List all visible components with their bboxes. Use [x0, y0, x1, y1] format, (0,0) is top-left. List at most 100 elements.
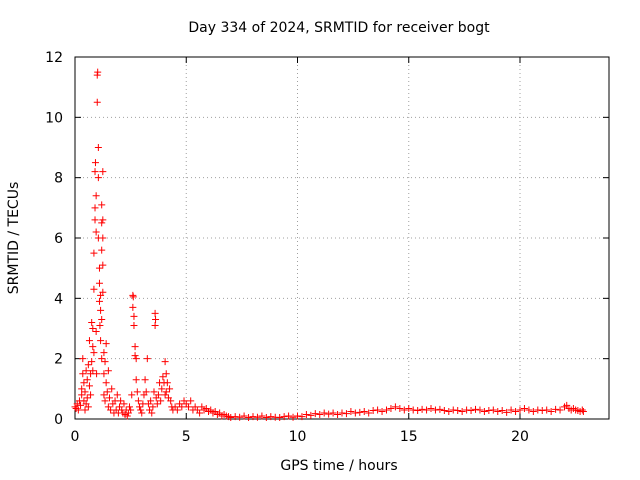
data-point-marker: [262, 413, 270, 421]
data-point-marker: [351, 409, 359, 417]
data-point-marker: [338, 409, 346, 417]
data-point-marker: [102, 340, 110, 348]
data-point-marker: [123, 412, 131, 420]
data-point-marker: [391, 403, 399, 411]
data-point-marker: [162, 388, 170, 396]
data-point-marker: [166, 385, 174, 393]
data-point-marker: [414, 407, 422, 415]
data-point-marker: [236, 413, 244, 421]
data-point-marker: [74, 406, 82, 414]
data-point-marker: [147, 397, 155, 405]
data-point-marker: [178, 403, 186, 411]
data-point-marker: [95, 264, 103, 272]
data-point-marker: [100, 391, 108, 399]
data-point-marker: [480, 407, 488, 415]
data-point-marker: [134, 397, 142, 405]
data-point-marker: [445, 407, 453, 415]
data-point-marker: [162, 370, 170, 378]
data-point-marker: [289, 413, 297, 421]
data-point-marker: [101, 397, 109, 405]
data-point-marker: [138, 409, 146, 417]
data-point-marker: [85, 337, 93, 345]
data-point-marker: [100, 349, 108, 357]
data-points: [71, 68, 587, 421]
data-point-marker: [184, 403, 192, 411]
data-point-marker: [94, 174, 102, 182]
data-point-marker: [161, 391, 169, 399]
data-point-marker: [387, 404, 395, 412]
data-point-marker: [157, 397, 165, 405]
data-point-marker: [87, 391, 95, 399]
data-point-marker: [137, 406, 145, 414]
data-point-marker: [463, 406, 471, 414]
data-point-marker: [128, 391, 136, 399]
data-point-marker: [98, 315, 106, 323]
x-axis-label: GPS time / hours: [280, 458, 397, 474]
data-point-marker: [400, 406, 408, 414]
data-point-marker: [249, 413, 257, 421]
data-point-marker: [316, 410, 324, 418]
y-tick-label: 6: [54, 231, 63, 247]
data-point-marker: [78, 391, 86, 399]
data-point-marker: [136, 403, 144, 411]
data-point-marker: [99, 288, 107, 296]
data-point-marker: [88, 318, 96, 326]
data-point-marker: [396, 404, 404, 412]
data-point-marker: [129, 303, 137, 311]
data-point-marker: [516, 406, 524, 414]
data-point-marker: [81, 406, 89, 414]
data-point-marker: [148, 409, 156, 417]
data-point-marker: [113, 391, 121, 399]
data-point-marker: [378, 407, 386, 415]
data-point-marker: [543, 406, 551, 414]
data-point-marker: [383, 406, 390, 414]
data-point-marker: [79, 355, 87, 363]
data-point-marker: [120, 400, 128, 408]
data-point-marker: [547, 407, 555, 415]
data-point-marker: [91, 159, 99, 167]
data-point-marker: [83, 394, 91, 402]
data-point-marker: [82, 367, 90, 375]
data-point-marker: [90, 285, 98, 293]
data-point-marker: [96, 321, 104, 329]
data-point-marker: [298, 413, 306, 421]
data-point-marker: [94, 144, 102, 151]
data-point-marker: [159, 373, 167, 381]
data-point-marker: [369, 407, 377, 415]
data-point-marker: [423, 406, 431, 414]
data-point-marker: [93, 98, 101, 106]
data-point-marker: [320, 409, 328, 417]
data-point-marker: [472, 405, 479, 413]
data-point-marker: [89, 367, 97, 375]
data-point-marker: [99, 216, 107, 224]
data-point-marker: [79, 370, 87, 378]
data-point-marker: [454, 407, 462, 415]
data-point-marker: [85, 382, 93, 390]
data-point-marker: [449, 406, 457, 414]
data-point-marker: [552, 405, 560, 413]
data-point-marker: [154, 391, 162, 399]
tick-layer: 0 5 10 15 20 0 2 4 6 8 10 12: [45, 50, 609, 445]
data-point-marker: [294, 412, 301, 420]
data-point-marker: [458, 407, 466, 415]
data-point-marker: [578, 406, 586, 414]
data-point-marker: [489, 406, 497, 414]
data-point-marker: [409, 406, 417, 414]
data-point-marker: [227, 413, 235, 421]
x-tick-label: 20: [511, 429, 529, 445]
data-point-marker: [311, 410, 319, 418]
data-point-marker: [253, 413, 261, 421]
data-point-marker: [92, 192, 100, 200]
data-point-marker: [101, 358, 109, 366]
data-point-marker: [525, 406, 533, 414]
data-point-marker: [579, 407, 587, 415]
data-point-marker: [98, 219, 106, 227]
data-point-marker: [130, 321, 138, 329]
x-tick-label: 0: [71, 429, 80, 445]
data-point-marker: [431, 406, 439, 414]
data-point-marker: [280, 413, 288, 421]
y-tick-label: 0: [54, 412, 63, 428]
data-point-marker: [503, 408, 511, 416]
